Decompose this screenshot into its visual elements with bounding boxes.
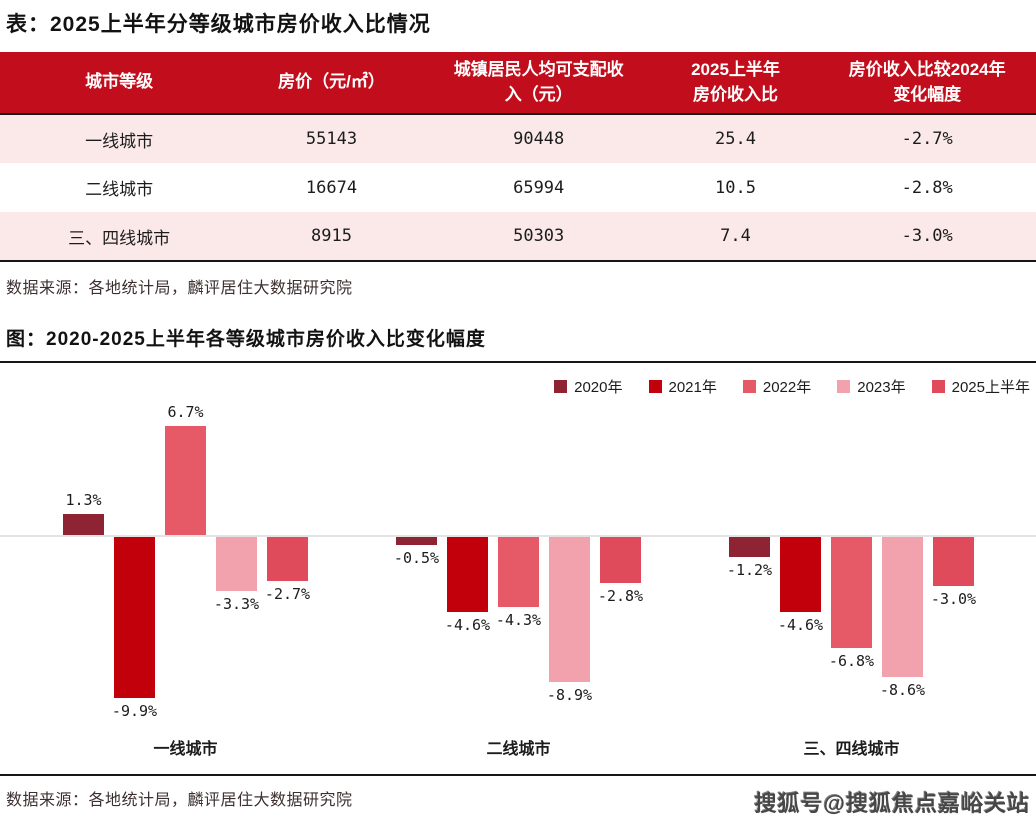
bar [549, 537, 590, 682]
cell-income: 65994 [513, 177, 565, 198]
bar [882, 537, 923, 677]
cell-ratio: 7.4 [720, 226, 751, 246]
price-income-table: 城市等级 房价（元/㎡） 城镇居民人均可支配收 入（元） 2025上半年 房价收… [0, 52, 1036, 262]
bar [267, 537, 308, 581]
table-row: 二线城市 16674 65994 10.5 -2.8% [0, 163, 1036, 212]
bar-value-label: 1.3% [65, 491, 102, 509]
cell-price: 16674 [305, 177, 358, 198]
table-header-row: 城市等级 房价（元/㎡） 城镇居民人均可支配收 入（元） 2025上半年 房价收… [0, 52, 1036, 114]
cell-ratio: 10.5 [715, 177, 756, 198]
bar-value-label: -6.8% [828, 652, 875, 670]
bar-value-label: -4.6% [777, 616, 824, 634]
bar-value-label: 6.7% [167, 403, 204, 421]
bar [165, 426, 206, 535]
table-section: 表：2025上半年分等级城市房价收入比情况 城市等级 房价（元/㎡） 城镇居民人… [0, 0, 1036, 298]
legend-swatch-icon [554, 380, 568, 393]
bar [216, 537, 257, 591]
chart-title: 图：2020-2025上半年各等级城市房价收入比变化幅度 [6, 329, 486, 350]
bar-value-label: -3.0% [930, 590, 977, 608]
cell-change: -2.7% [901, 129, 953, 149]
bar [600, 537, 641, 583]
cell-change: -3.0% [901, 226, 953, 246]
bar-value-label: -2.8% [597, 587, 644, 605]
bar [63, 514, 104, 535]
legend-label: 2021年 [668, 379, 717, 396]
category-label: 二线城市 [486, 741, 551, 758]
legend-label: 2023年 [857, 379, 906, 396]
legend-label: 2022年 [762, 379, 812, 396]
bar [780, 537, 821, 612]
category-label: 三、四线城市 [803, 741, 900, 758]
legend-item: 2021年 [648, 376, 717, 397]
chart-source: 数据来源：各地统计局，麟评居住大数据研究院 [6, 792, 353, 809]
legend-swatch-icon [837, 380, 851, 393]
bar [114, 537, 155, 698]
bar-value-label: -4.3% [495, 611, 542, 629]
bar [933, 537, 974, 586]
table-row: 三、四线城市 8915 50303 7.4 -3.0% [0, 212, 1036, 261]
cell-tier: 三、四线城市 [68, 228, 171, 248]
bar [396, 537, 437, 545]
legend-label: 2025上半年 [951, 379, 1030, 396]
legend-swatch-icon [648, 380, 662, 393]
cell-income: 90448 [513, 129, 565, 149]
zero-axis-line [0, 535, 1036, 537]
table-source: 数据来源：各地统计局，麟评居住大数据研究院 [6, 280, 353, 297]
col-header-income: 城镇居民人均可支配收 入（元） [424, 52, 653, 114]
legend-item: 2022年 [742, 376, 812, 397]
cell-change: -2.8% [901, 177, 953, 198]
legend-item: 2020年 [554, 376, 623, 397]
bar-value-label: -9.9% [111, 702, 158, 720]
cell-tier: 二线城市 [85, 180, 154, 199]
bar-value-label: -1.2% [726, 561, 773, 579]
table-row: 一线城市 55143 90448 25.4 -2.7% [0, 114, 1036, 163]
cell-ratio: 25.4 [715, 129, 756, 149]
chart-footer: 数据来源：各地统计局，麟评居住大数据研究院 搜狐号@搜狐焦点嘉峪关站 [0, 776, 1036, 818]
bar [498, 537, 539, 607]
col-header-ratio: 2025上半年 房价收入比 [652, 52, 819, 114]
bar-chart: 2020年 2021年 2022年 2023年 2025上半年 1.3% -9.9% 6.7… [0, 361, 1036, 776]
legend-item: 2023年 [837, 376, 906, 397]
cell-price: 8915 [311, 226, 352, 246]
table-title: 表：2025上半年分等级城市房价收入比情况 [6, 13, 431, 36]
legend-swatch-icon [742, 380, 756, 393]
bar [447, 537, 488, 612]
bar-value-label: -4.6% [444, 616, 491, 634]
chart-legend: 2020年 2021年 2022年 2023年 2025上半年 [554, 376, 1030, 397]
watermark: 搜狐号@搜狐焦点嘉峪关站 [754, 791, 1030, 816]
bar-value-label: -0.5% [393, 549, 440, 567]
col-header-price: 房价（元/㎡） [238, 52, 425, 114]
col-header-change: 房价收入比较2024年 变化幅度 [818, 52, 1036, 114]
bar [729, 537, 770, 557]
legend-label: 2020年 [574, 379, 623, 396]
bar-value-label: -2.7% [264, 585, 311, 603]
col-header-city-tier: 城市等级 [0, 52, 239, 114]
legend-item: 2025上半年 [931, 376, 1030, 397]
bar-value-label: -8.6% [879, 681, 926, 699]
bar-value-label: -8.9% [546, 686, 593, 704]
cell-price: 55143 [305, 129, 358, 149]
legend-swatch-icon [931, 380, 945, 393]
cell-tier: 一线城市 [85, 131, 154, 151]
category-label: 一线城市 [153, 741, 218, 758]
cell-income: 50303 [513, 226, 565, 246]
bar [831, 537, 872, 648]
bar-value-label: -3.3% [213, 595, 260, 613]
chart-section: 图：2020-2025上半年各等级城市房价收入比变化幅度 2020年 2021年 2… [0, 298, 1036, 818]
